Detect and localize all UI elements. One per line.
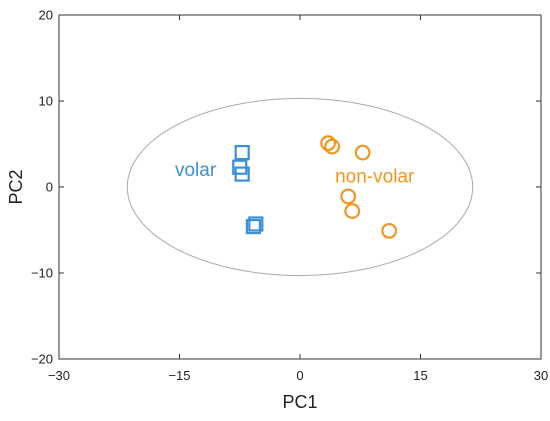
x-tick-label: −15 [168,368,190,383]
x-tick-label: −30 [48,368,70,383]
confidence-ellipse [126,97,474,277]
y-tick-label: −20 [31,352,53,367]
x-tick-label: 15 [413,368,427,383]
annotations: volar non-volar [175,160,415,188]
volar-point [248,216,264,232]
y-tick-label: 20 [39,8,53,23]
data-points [232,135,398,239]
y-tick-label: 10 [39,94,53,109]
volar-point [234,166,250,182]
axis-ticks: −30 −15 0 15 30 −20 −10 0 10 20 [31,8,548,384]
non-volar-point [354,144,371,161]
plot-frame [58,14,542,360]
non-volar-point [324,138,341,155]
non-volar-point [320,135,337,152]
volar-point [245,218,262,235]
y-tick-label: −10 [31,266,53,281]
non-volar-point [344,203,361,219]
group-label-non-volar: non-volar [335,167,415,188]
non-volar-point [381,222,398,239]
volar-point [234,145,250,161]
x-tick-label: 30 [534,368,548,383]
x-axis-title: PC1 [282,392,317,412]
y-axis-title: PC2 [6,169,26,204]
non-volar-point [340,188,357,205]
group-label-volar: volar [175,160,217,181]
y-tick-label: 0 [46,180,53,195]
x-tick-label: 0 [296,368,303,383]
confidence-ellipse-layer [126,97,474,277]
